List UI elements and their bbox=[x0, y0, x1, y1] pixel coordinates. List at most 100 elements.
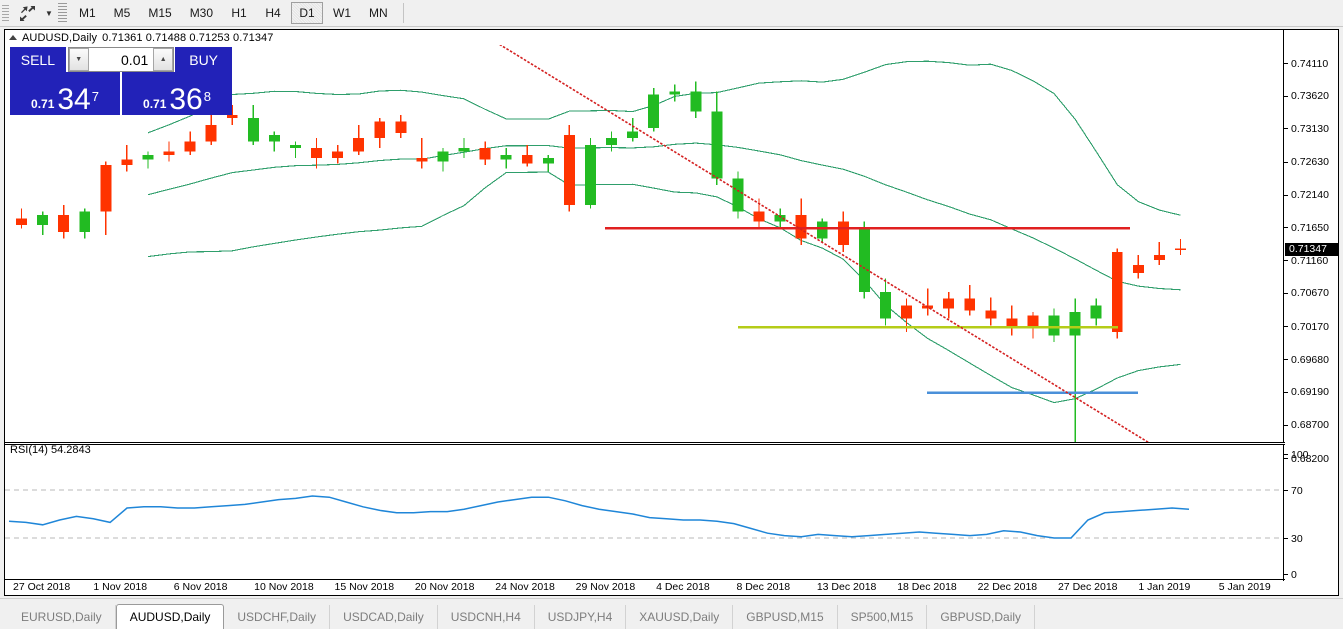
tick-mark bbox=[1284, 292, 1288, 294]
chart-tab-audusd-daily[interactable]: AUDUSD,Daily bbox=[115, 604, 225, 629]
tick-mark bbox=[1284, 128, 1288, 130]
toolbar-separator-grip[interactable] bbox=[58, 2, 67, 24]
price-tick-label: 0.72140 bbox=[1291, 189, 1329, 202]
price-tick-0.74110: 0.74110 bbox=[1284, 58, 1338, 70]
time-tick-label: 8 Dec 2018 bbox=[736, 581, 791, 593]
timeframe-button-m30[interactable]: M30 bbox=[189, 6, 214, 20]
rsi-tick-label: 70 bbox=[1291, 484, 1303, 497]
candle bbox=[858, 221, 870, 299]
spin-down-icon[interactable]: ▼ bbox=[68, 48, 89, 71]
candle bbox=[584, 138, 596, 209]
candle bbox=[79, 208, 91, 239]
candle-body bbox=[795, 215, 807, 239]
candle bbox=[184, 131, 196, 155]
buy-button[interactable]: 0.71 36 8 bbox=[122, 72, 232, 115]
candle bbox=[395, 114, 407, 139]
candle-body bbox=[226, 114, 238, 119]
tick-mark bbox=[1284, 63, 1288, 64]
time-tick-label: 4 Dec 2018 bbox=[656, 581, 710, 593]
time-tick-label: 1 Jan 2019 bbox=[1138, 581, 1191, 593]
timeframe-button-w1[interactable]: W1 bbox=[333, 6, 352, 20]
one-click-trading-panel[interactable]: SELL ▼ 0.01 ▲ BUY 0.71 34 7 bbox=[10, 47, 232, 115]
timeframe-button-mn[interactable]: MN bbox=[369, 6, 388, 20]
volume-input[interactable]: 0.01 bbox=[121, 51, 149, 68]
chart-tab-usdchf-daily[interactable]: USDCHF,Daily bbox=[224, 605, 331, 629]
chart-tab-gbpusd-daily[interactable]: GBPUSD,Daily bbox=[927, 605, 1036, 629]
candle-body bbox=[732, 178, 744, 212]
rsi-tick-label: 30 bbox=[1291, 532, 1303, 545]
candle bbox=[521, 144, 533, 167]
candle-body bbox=[563, 134, 575, 206]
candle-body bbox=[1153, 255, 1165, 260]
time-tick-label: 5 Jan 2019 bbox=[1218, 581, 1271, 593]
chart-tab-usdjpy-h4[interactable]: USDJPY,H4 bbox=[535, 605, 627, 629]
time-tick-label: 29 Nov 2018 bbox=[575, 581, 636, 593]
collapse-triangle-icon[interactable] bbox=[9, 35, 17, 40]
timeframe-button-h1[interactable]: H1 bbox=[231, 6, 247, 20]
chevron-down-icon[interactable]: ▼ bbox=[45, 8, 53, 18]
candle-body bbox=[1174, 248, 1186, 251]
spin-up-icon[interactable]: ▲ bbox=[153, 48, 174, 71]
tick-mark bbox=[1284, 260, 1288, 262]
price-tick-label: 0.69190 bbox=[1291, 386, 1329, 399]
candle bbox=[606, 131, 618, 152]
pane-divider-top bbox=[5, 442, 1285, 443]
timeframe-button-m5[interactable]: M5 bbox=[113, 6, 131, 20]
volume-stepper[interactable]: ▼ 0.01 ▲ bbox=[67, 47, 175, 72]
candle bbox=[458, 138, 470, 159]
price-tick-0.70670: 0.70670 bbox=[1284, 287, 1338, 299]
time-axis[interactable]: 27 Oct 2018 1 Nov 2018 6 Nov 2018 10 Nov 20… bbox=[5, 579, 1285, 595]
candle-body bbox=[289, 144, 301, 149]
candle bbox=[816, 218, 828, 242]
price-axis[interactable]: 0.74110 0.73620 0.73130 0.72630 0.72140 0.716… bbox=[1283, 30, 1338, 465]
candle bbox=[648, 88, 660, 132]
rsi-indicator-label[interactable]: RSI(14) 54.2843 bbox=[10, 444, 91, 456]
toolbar-grip-handle[interactable] bbox=[2, 3, 9, 23]
candle-body bbox=[16, 218, 28, 226]
candle-body bbox=[901, 305, 913, 319]
candle-body bbox=[437, 151, 449, 162]
rsi-axis[interactable]: 100 70 30 0 bbox=[1283, 444, 1338, 581]
chart-tab-gbpusd-m15[interactable]: GBPUSD,M15 bbox=[733, 605, 838, 629]
price-tick-label: 0.73620 bbox=[1291, 90, 1329, 103]
chart-tab-eurusd-daily[interactable]: EURUSD,Daily bbox=[8, 605, 116, 629]
price-chart-svg bbox=[16, 45, 1186, 442]
crosshair-arrows-icon[interactable] bbox=[12, 2, 42, 25]
tick-mark bbox=[1284, 458, 1288, 459]
time-tick-label: 6 Nov 2018 bbox=[173, 581, 228, 593]
chart-tab-sp500-m15[interactable]: SP500,M15 bbox=[838, 605, 928, 629]
candle-body bbox=[142, 154, 154, 160]
price-plot-area[interactable] bbox=[5, 45, 1284, 442]
oct-top-row: SELL ▼ 0.01 ▲ BUY bbox=[10, 47, 232, 72]
tick-mark bbox=[1284, 227, 1288, 229]
time-tick-label: 20 Nov 2018 bbox=[414, 581, 475, 593]
price-tick-0.71650: 0.71650 bbox=[1284, 222, 1338, 234]
rsi-plot-area[interactable] bbox=[5, 448, 1284, 580]
candle-body bbox=[332, 151, 344, 159]
candle-body bbox=[837, 221, 849, 246]
sell-label[interactable]: SELL bbox=[10, 47, 67, 72]
chart-tab-xauusd-daily[interactable]: XAUUSD,Daily bbox=[626, 605, 734, 629]
chart-tab-usdcnh-h4[interactable]: USDCNH,H4 bbox=[438, 605, 535, 629]
candle-body bbox=[584, 144, 596, 206]
candle-body bbox=[648, 94, 660, 129]
buy-label[interactable]: BUY bbox=[175, 47, 232, 72]
candle bbox=[732, 171, 744, 219]
timeframe-button-d1[interactable]: D1 bbox=[291, 2, 324, 24]
chart-tab-usdcad-daily[interactable]: USDCAD,Daily bbox=[330, 605, 438, 629]
candle-body bbox=[184, 141, 196, 152]
candle-body bbox=[121, 159, 133, 165]
candle-body bbox=[353, 138, 365, 152]
timeframe-button-m1[interactable]: M1 bbox=[79, 6, 96, 20]
tick-mark bbox=[1284, 194, 1288, 196]
timeframe-button-m15[interactable]: M15 bbox=[148, 6, 172, 20]
timeframe-button-h4[interactable]: H4 bbox=[265, 6, 281, 20]
sell-button[interactable]: 0.71 34 7 bbox=[10, 72, 120, 115]
candle-body bbox=[58, 215, 70, 232]
tick-mark bbox=[1284, 391, 1288, 393]
pane-divider-bottom bbox=[5, 444, 1285, 445]
candle bbox=[100, 161, 112, 236]
candle bbox=[37, 211, 49, 236]
chart-window[interactable]: AUDUSD,Daily 0.71361 0.71488 0.71253 0.7… bbox=[4, 29, 1339, 596]
price-tick-label: 0.68700 bbox=[1291, 419, 1329, 432]
